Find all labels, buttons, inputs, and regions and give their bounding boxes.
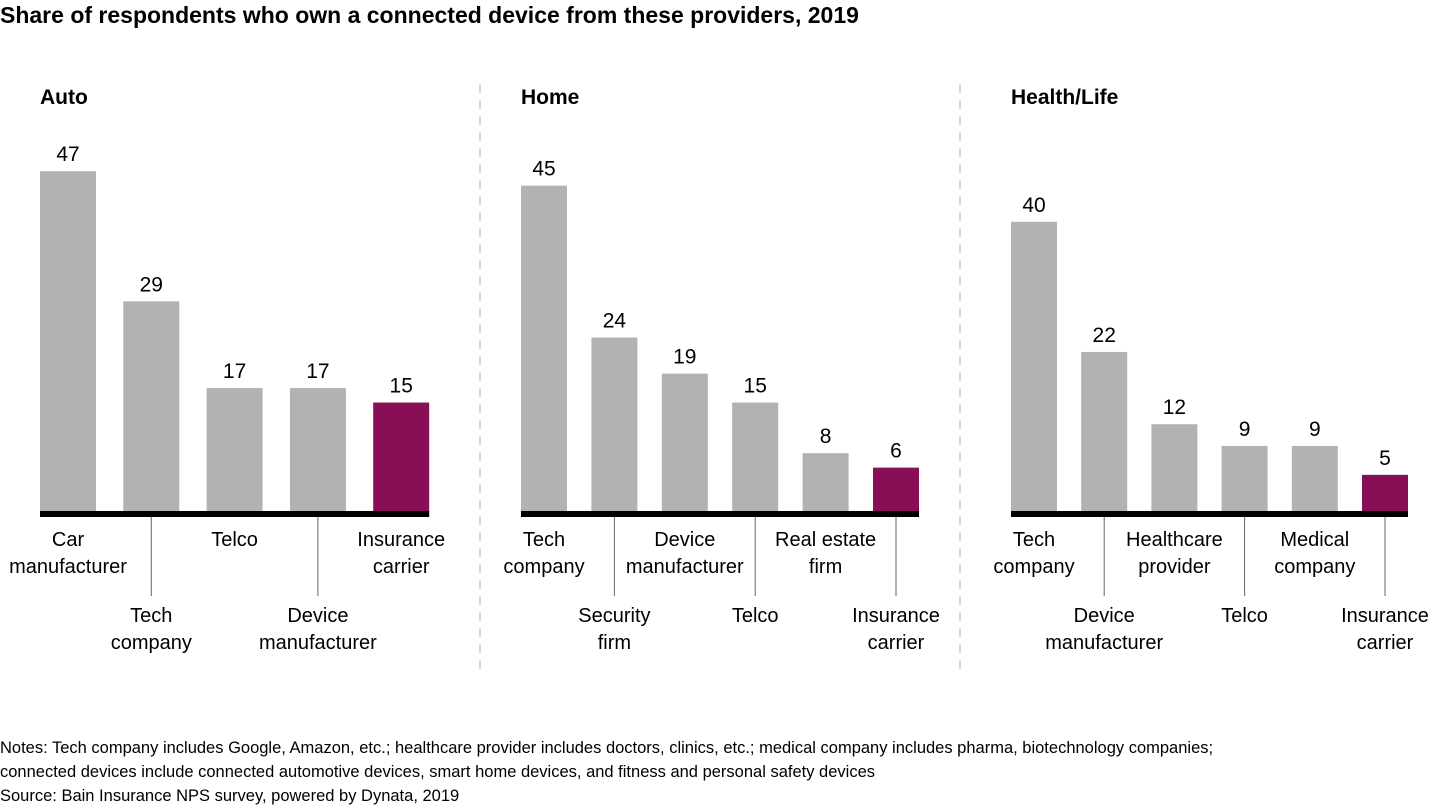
category-label-line: Telco — [211, 529, 258, 551]
data-label: 15 — [744, 375, 767, 398]
category-label: Insurance carrier — [357, 529, 445, 578]
data-label: 29 — [140, 273, 163, 296]
category-label: Insurance carrier — [852, 605, 940, 654]
panel-title: Health/Life — [1011, 86, 1118, 109]
category-label-line: firm — [809, 556, 842, 578]
category-label-line: manufacturer — [259, 632, 377, 654]
category-label: Device manufacturer — [259, 605, 377, 654]
category-label: Insurance carrier — [1341, 605, 1429, 654]
category-label-line: Telco — [1221, 605, 1268, 627]
category-label-line: Telco — [732, 605, 779, 627]
category-label-line: Device — [1074, 605, 1135, 627]
category-label-line: Tech — [523, 529, 565, 551]
category-label-line: company — [1274, 556, 1355, 578]
data-label: 15 — [390, 375, 413, 398]
bar — [591, 337, 638, 511]
data-label: 22 — [1093, 324, 1116, 347]
category-label-line: Device — [287, 605, 348, 627]
category-label-line: Real estate — [775, 529, 876, 551]
data-label: 17 — [223, 360, 246, 383]
category-label-line: Healthcare — [1126, 529, 1223, 551]
panel-title: Home — [521, 86, 579, 109]
bar — [40, 171, 96, 511]
category-label-line: provider — [1138, 556, 1211, 578]
bar — [1011, 221, 1057, 512]
category-label-line: manufacturer — [626, 556, 744, 578]
data-label: 45 — [532, 158, 555, 181]
data-label: 5 — [1379, 447, 1391, 470]
category-label: Telco — [211, 529, 258, 551]
category-label-line: company — [111, 632, 192, 654]
x-axis-baseline — [521, 511, 919, 517]
bar — [123, 301, 180, 511]
data-label: 40 — [1022, 194, 1045, 217]
category-label-line: Device — [654, 529, 715, 551]
bar — [521, 185, 567, 511]
category-label: Telco — [732, 605, 779, 627]
x-axis-baseline — [40, 511, 430, 517]
category-label: Medical company — [1274, 529, 1355, 578]
data-label: 17 — [306, 360, 329, 383]
category-label-line: carrier — [868, 632, 925, 654]
data-label: 12 — [1163, 396, 1186, 419]
category-label: Device manufacturer — [1045, 605, 1163, 654]
bar — [1151, 424, 1198, 511]
bar-highlight — [873, 467, 919, 511]
bar — [1291, 445, 1338, 511]
data-label: 8 — [820, 425, 832, 448]
category-label: Car manufacturer — [9, 529, 127, 578]
category-label-line: company — [993, 556, 1074, 578]
category-label: Device manufacturer — [626, 529, 744, 578]
bar-highlight — [1362, 474, 1408, 511]
category-label: Tech company — [111, 605, 192, 654]
category-label: Real estate firm — [775, 529, 876, 578]
bar — [206, 388, 263, 511]
category-label-line: Insurance — [852, 605, 940, 627]
bar — [802, 453, 849, 511]
category-label: Tech company — [503, 529, 584, 578]
data-label: 6 — [890, 440, 902, 463]
category-label-line: company — [503, 556, 584, 578]
notes-line-2: connected devices include connected auto… — [0, 763, 875, 781]
category-label-line: Medical — [1280, 529, 1349, 551]
data-label: 9 — [1239, 418, 1251, 441]
chart-title: Share of respondents who own a connected… — [0, 2, 859, 28]
category-label: Telco — [1221, 605, 1268, 627]
bar — [661, 373, 708, 511]
category-label: Healthcare provider — [1126, 529, 1223, 578]
bar — [732, 402, 779, 511]
source-note: Source: Bain Insurance NPS survey, power… — [0, 787, 460, 805]
category-label-line: firm — [598, 632, 631, 654]
bar — [289, 388, 346, 511]
category-label-line: Tech — [130, 605, 172, 627]
category-label: Tech company — [993, 529, 1074, 578]
data-label: 47 — [56, 143, 79, 166]
bar-chart-panels: Auto 47 Car manufacturer 29 Tech company 17 Telc… — [9, 84, 1429, 672]
bar — [1221, 445, 1268, 511]
category-label-line: Insurance — [357, 529, 445, 551]
panel-title: Auto — [40, 86, 88, 109]
data-label: 24 — [603, 309, 627, 332]
bar-highlight — [373, 402, 430, 511]
category-label-line: Security — [578, 605, 650, 627]
category-label-line: Car — [52, 529, 85, 551]
category-label: Security firm — [578, 605, 650, 654]
category-label-line: manufacturer — [9, 556, 127, 578]
bar — [1081, 351, 1128, 511]
x-axis-baseline — [1011, 511, 1408, 517]
notes-line-1: Notes: Tech company includes Google, Ama… — [0, 739, 1214, 757]
data-label: 9 — [1309, 418, 1321, 441]
data-label: 19 — [673, 346, 696, 369]
category-label-line: carrier — [373, 556, 430, 578]
category-label-line: manufacturer — [1045, 632, 1163, 654]
category-label-line: Insurance — [1341, 605, 1429, 627]
category-label-line: Tech — [1013, 529, 1055, 551]
category-label-line: carrier — [1357, 632, 1414, 654]
